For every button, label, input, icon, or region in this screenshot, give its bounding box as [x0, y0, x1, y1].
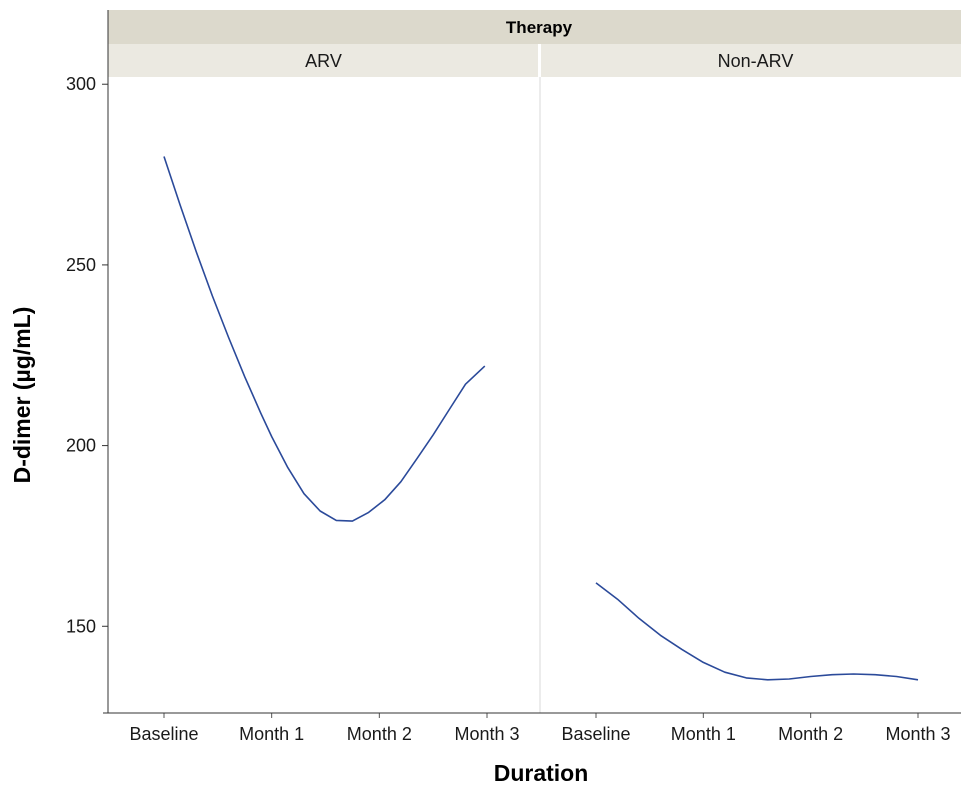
y-axis-title: D-dimer (µg/mL)	[9, 307, 35, 484]
y-tick-label: 300	[66, 74, 96, 94]
y-tick-label: 250	[66, 255, 96, 275]
facet-title-strip	[108, 10, 961, 44]
x-tick-label: Month 1	[239, 724, 304, 744]
x-tick-label: Month 2	[778, 724, 843, 744]
series-line-non-arv	[595, 582, 919, 681]
x-tick-label: Baseline	[129, 724, 198, 744]
facet-label-non-arv: Non-ARV	[718, 51, 794, 71]
facet-label-arv: ARV	[305, 51, 342, 71]
facet-strip-non-arv	[541, 44, 961, 77]
facet-title: Therapy	[506, 18, 573, 37]
series-line-arv	[163, 156, 486, 522]
y-tick-label: 150	[66, 616, 96, 636]
x-axis-title: Duration	[494, 760, 589, 786]
axes: Baseline Month 1 Month 2 Month 3 Baseline Mon…	[66, 10, 961, 744]
x-tick-label: Month 1	[671, 724, 736, 744]
facet-strips: Therapy ARV Non-ARV	[108, 10, 961, 77]
series-lines	[163, 156, 919, 681]
facet-strip-arv	[108, 44, 538, 77]
x-tick-label: Month 2	[347, 724, 412, 744]
x-tick-label: Month 3	[885, 724, 950, 744]
x-tick-label: Month 3	[454, 724, 519, 744]
y-tick-label: 200	[66, 436, 96, 456]
x-tick-label: Baseline	[561, 724, 630, 744]
